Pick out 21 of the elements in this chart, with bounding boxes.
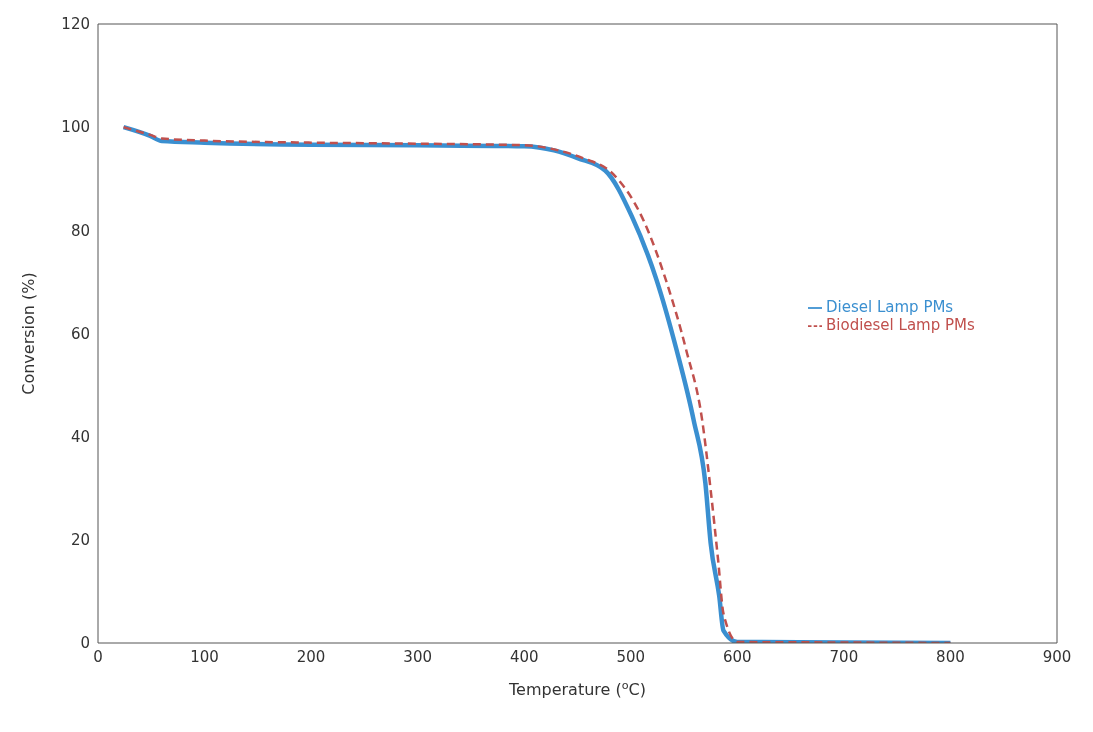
x-tick-label: 100	[190, 647, 219, 666]
x-tick-label: 900	[1042, 647, 1072, 666]
y-tick-label: 0	[80, 634, 90, 653]
y-tick-label: 20	[70, 531, 90, 550]
x-tick-label: 800	[936, 647, 965, 666]
x-tick-label: 400	[509, 647, 539, 666]
x-tick-label: 200	[296, 647, 326, 666]
y-axis-title: Conversion (%)	[18, 272, 38, 395]
x-tick-label: 300	[403, 647, 432, 666]
y-tick-label: 80	[70, 221, 90, 240]
legend-label: Diesel Lamp PMs	[826, 298, 954, 316]
x-tick-label: 500	[616, 647, 646, 666]
y-tick-label: 100	[61, 118, 90, 137]
x-axis-title: Temperature ($^{o}$C)	[508, 678, 646, 699]
y-tick-label: 60	[70, 324, 90, 343]
x-tick-label: 0	[93, 647, 103, 666]
legend-label: Biodiesel Lamp PMs	[826, 316, 975, 334]
y-tick-label: 120	[61, 15, 90, 34]
x-tick-label: 700	[829, 647, 859, 666]
y-tick-label: 40	[70, 427, 90, 446]
x-tick-label: 600	[723, 647, 752, 666]
